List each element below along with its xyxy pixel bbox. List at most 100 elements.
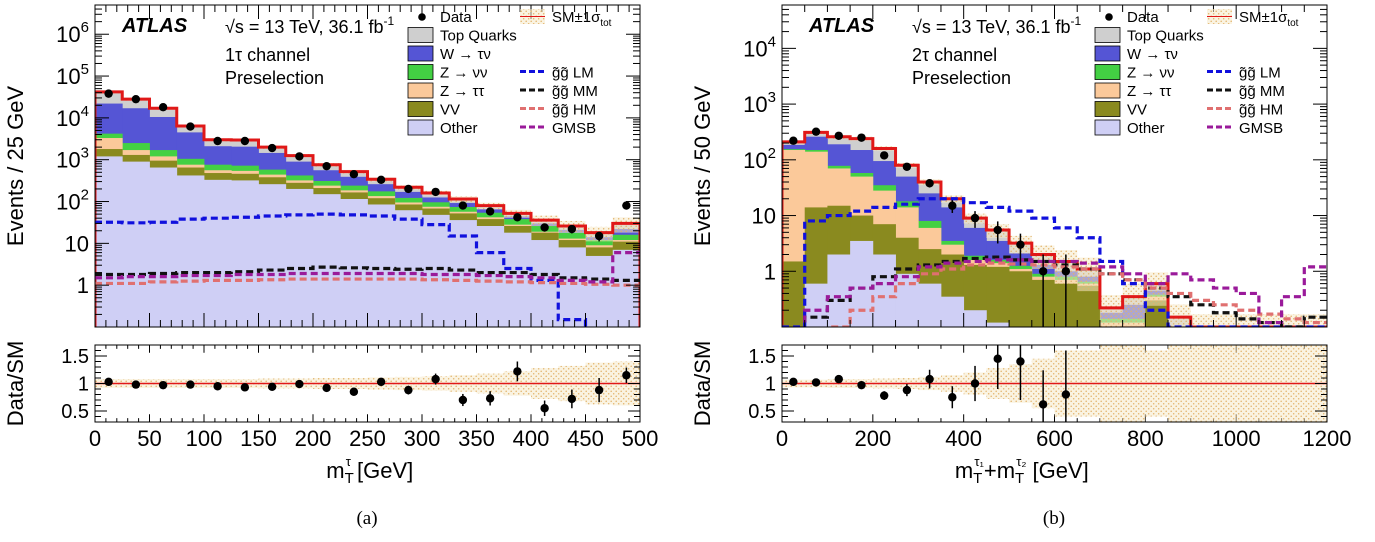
stack-bin bbox=[986, 266, 1010, 327]
stack-bin bbox=[895, 273, 919, 327]
legend-sm-label: SM±1σtot bbox=[1239, 9, 1299, 29]
atlas-label: ATLAS bbox=[808, 15, 875, 37]
x-tick-label: 400 bbox=[945, 426, 982, 451]
sm-total-line bbox=[95, 90, 640, 327]
ratio-plot-area bbox=[95, 361, 640, 416]
legend-label: Other bbox=[440, 120, 478, 137]
ratio-point bbox=[213, 382, 222, 391]
ratio-point bbox=[431, 374, 440, 384]
stack-bin bbox=[422, 214, 450, 327]
legend-label: W → τν bbox=[440, 46, 491, 63]
signal-line-gghm bbox=[825, 261, 1327, 327]
uncertainty-bin bbox=[1168, 304, 1191, 327]
ratio-point bbox=[295, 379, 304, 389]
legend-label: VV bbox=[440, 102, 460, 119]
stack-bin bbox=[285, 188, 314, 327]
ratio-point bbox=[376, 377, 386, 387]
stack-bin bbox=[122, 161, 150, 327]
stack-bin bbox=[612, 249, 640, 327]
data-point bbox=[1016, 240, 1025, 249]
x-tick-label: 250 bbox=[349, 426, 386, 451]
ratio-y-axis-label: Data/SM bbox=[3, 341, 28, 427]
legend-signal-label: g̃g̃ LM bbox=[552, 65, 594, 82]
ratio-point bbox=[970, 379, 980, 388]
stack-bin bbox=[340, 198, 368, 327]
ratio-point bbox=[158, 380, 168, 390]
legend-signal-label: g̃g̃ HM bbox=[552, 102, 596, 119]
ratio-y-axis-label: Data/SM bbox=[690, 341, 715, 427]
signal-line-gmsb bbox=[95, 251, 640, 284]
y-tick-label: 105 bbox=[56, 61, 89, 89]
legend-swatch bbox=[407, 64, 434, 80]
stack-bin bbox=[558, 247, 586, 327]
y-tick-label: 1 bbox=[764, 259, 776, 284]
legend-swatch bbox=[407, 82, 434, 99]
legend-label: Z → νν bbox=[1127, 65, 1175, 82]
data-point bbox=[295, 152, 304, 161]
data-point bbox=[993, 225, 1002, 235]
ratio-y-tick-label: 0.5 bbox=[61, 401, 89, 423]
legend-marker-data bbox=[1105, 13, 1113, 21]
ratio-point bbox=[404, 385, 413, 395]
x-tick-label: 50 bbox=[137, 426, 161, 451]
uncertainty-bin bbox=[1099, 295, 1123, 327]
ratio-point bbox=[540, 404, 549, 413]
ratio-y-tick-label: 1.5 bbox=[61, 346, 89, 368]
legend-label: Z → ττ bbox=[1127, 83, 1171, 100]
data-point bbox=[458, 201, 468, 210]
legend-signal-label: g̃g̃ HM bbox=[1239, 102, 1283, 119]
y-tick-label: 10 bbox=[752, 204, 776, 229]
y-tick-label: 102 bbox=[743, 145, 776, 173]
legend-label: Top Quarks bbox=[1127, 28, 1204, 45]
data-point bbox=[376, 175, 386, 185]
legend-swatch bbox=[1094, 27, 1121, 43]
ratio-point bbox=[240, 383, 250, 392]
legend-swatch bbox=[407, 27, 434, 43]
x-axis-label: mTτ [GeV] bbox=[326, 454, 413, 487]
ratio-y-tick-label: 1 bbox=[765, 374, 776, 396]
stack-bin bbox=[176, 175, 205, 327]
stack-bin bbox=[585, 255, 614, 327]
data-point bbox=[104, 89, 113, 98]
legend-signal-label: g̃g̃ MM bbox=[552, 83, 598, 100]
ratio-point bbox=[594, 385, 604, 395]
ratio-point bbox=[789, 377, 798, 387]
uncertainty-bin bbox=[1190, 314, 1214, 327]
ratio-point bbox=[925, 374, 934, 384]
ratio-y-tick-label: 0.5 bbox=[748, 401, 776, 423]
data-point bbox=[594, 231, 604, 241]
ratio-y-axis: 0.5 1 1.5 bbox=[748, 346, 1327, 423]
y-tick-label: 106 bbox=[56, 19, 89, 47]
x-tick-label: 600 bbox=[1036, 426, 1073, 451]
x-axis-label: mTτ₁+mTτ₂ [GeV] bbox=[955, 454, 1089, 487]
legend-label: Top Quarks bbox=[440, 28, 517, 45]
data-points bbox=[104, 89, 631, 242]
data-point bbox=[186, 122, 195, 131]
legend-swatch bbox=[1094, 119, 1121, 136]
y-axis-label: Events / 25 GeV bbox=[3, 86, 28, 247]
stack-bin bbox=[204, 179, 232, 327]
signal-line-gglm bbox=[95, 212, 588, 327]
signal-line-gglm bbox=[782, 197, 1327, 327]
signal-line-ggmm bbox=[95, 265, 640, 283]
data-point bbox=[789, 136, 798, 145]
data-point bbox=[857, 133, 866, 142]
legend-sm-label: SM±1σtot bbox=[552, 9, 612, 29]
legend-swatch bbox=[407, 45, 434, 62]
data-point bbox=[404, 184, 413, 194]
data-points bbox=[789, 127, 1071, 327]
ratio-point bbox=[879, 391, 889, 400]
ratio-point bbox=[131, 380, 141, 389]
stack-bin bbox=[986, 322, 1010, 327]
x-axis: 0 200 400 600 800 1000 1200 bbox=[776, 5, 1351, 451]
energy-lumi-label: √s = 13 TeV, 36.1 fb-1 bbox=[225, 14, 395, 37]
data-point bbox=[925, 179, 934, 188]
legend-swatch bbox=[1094, 101, 1121, 117]
legend-signal-label: GMSB bbox=[1239, 120, 1283, 137]
legend-signal-label: g̃g̃ LM bbox=[1239, 65, 1281, 82]
legend-label: Other bbox=[1127, 120, 1165, 137]
ratio-point bbox=[104, 377, 113, 387]
stack-bin bbox=[1145, 300, 1169, 327]
legend-label: W → τν bbox=[1127, 46, 1178, 63]
ratio-point bbox=[902, 385, 912, 395]
